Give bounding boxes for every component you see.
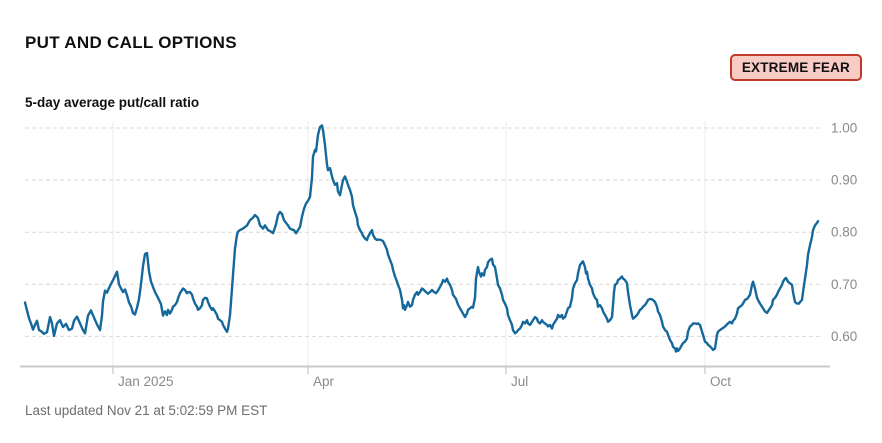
put-call-ratio-line	[23, 124, 820, 353]
y-axis-label: 0.80	[831, 225, 857, 240]
y-axis-label: 1.00	[831, 121, 857, 136]
x-axis-label: Apr	[313, 374, 335, 389]
last-updated-text: Last updated Nov 21 at 5:02:59 PM EST	[25, 403, 268, 418]
x-axis-label: Jan 2025	[118, 374, 174, 389]
chart-subtitle: 5-day average put/call ratio	[25, 95, 200, 110]
x-axis-label: Oct	[710, 374, 731, 389]
y-axis-labels: 1.00 0.90 0.80 0.70 0.60	[831, 121, 857, 344]
x-axis-label: Jul	[511, 374, 528, 389]
y-axis-label: 0.60	[831, 329, 857, 344]
x-axis-labels: Jan 2025 Apr Jul Oct	[118, 374, 731, 389]
y-axis-label: 0.90	[831, 173, 857, 188]
x-axis-ticks	[112, 367, 706, 374]
y-gridlines	[25, 127, 820, 337]
status-badge: EXTREME FEAR	[729, 54, 862, 81]
x-gridlines	[112, 121, 706, 366]
y-axis-label: 0.70	[831, 277, 857, 292]
page-title: PUT AND CALL OPTIONS	[25, 33, 237, 52]
